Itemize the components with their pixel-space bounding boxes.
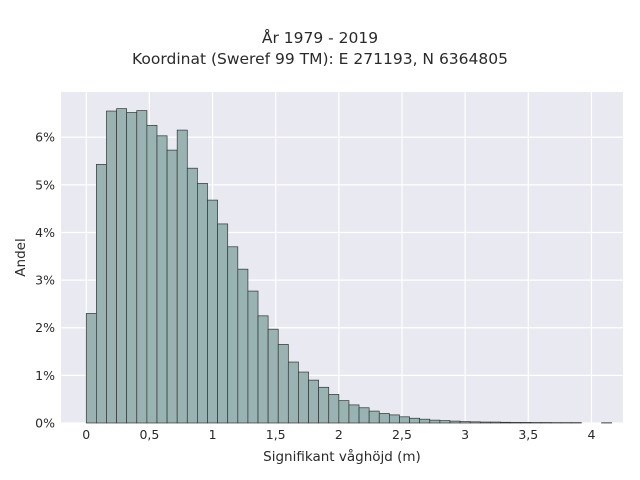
histogram-bar <box>298 371 309 424</box>
histogram-bar <box>257 315 269 424</box>
x-tick-label: 3 <box>461 427 469 442</box>
y-tick-label: 6% <box>35 130 55 145</box>
x-tick-label: 2 <box>335 427 343 442</box>
histogram-bar <box>186 167 198 424</box>
histogram-bar <box>237 268 249 424</box>
histogram-bar <box>520 422 532 424</box>
histogram-bar <box>166 149 178 424</box>
histogram-bar <box>399 416 410 424</box>
x-tick-label: 0 <box>82 427 90 442</box>
histogram-bar <box>348 404 360 424</box>
histogram-bar <box>217 223 229 424</box>
histogram-bar <box>419 418 431 424</box>
histogram-bar <box>96 164 107 424</box>
histogram-bar <box>126 112 138 424</box>
y-tick-label: 4% <box>35 225 55 240</box>
histogram-bar <box>106 110 117 424</box>
x-axis-label: Signifikant våghöjd (m) <box>263 448 421 465</box>
histogram-bar <box>328 394 340 424</box>
histogram-bar <box>318 386 330 424</box>
histogram-bar <box>176 129 188 424</box>
y-tick-label: 0% <box>35 416 55 431</box>
histogram-bar <box>146 124 158 424</box>
histogram-bar <box>459 421 471 424</box>
x-tick-label: 1 <box>209 427 217 442</box>
histogram-bar <box>197 183 208 424</box>
histogram-bar <box>308 379 319 424</box>
histogram-bar <box>277 344 289 424</box>
histogram-bar <box>338 400 350 424</box>
x-tick-label: 3,5 <box>518 427 538 442</box>
histogram-bar <box>85 313 97 424</box>
histogram-bar <box>378 413 390 424</box>
histogram-bar <box>156 135 168 424</box>
histogram-bar <box>267 328 279 424</box>
histogram-bar <box>247 290 259 424</box>
x-tick-labels: 0 0,5 1 1,5 2 2,5 3 3,5 4 <box>82 427 595 442</box>
histogram-bar <box>490 421 501 424</box>
x-tick-label: 2,5 <box>392 427 412 442</box>
histogram-bar <box>429 419 441 424</box>
histogram-bar <box>368 410 380 424</box>
y-axis-label: Andel <box>13 238 29 276</box>
y-tick-label: 5% <box>35 177 55 192</box>
histogram-bar <box>510 422 522 424</box>
x-tick-label: 4 <box>587 427 595 442</box>
y-tick-labels: 0% 1% 2% 3% 4% 5% 6% <box>35 130 55 431</box>
histogram-bar <box>439 420 451 424</box>
histogram-bar <box>469 421 481 424</box>
histogram-bar <box>449 420 461 424</box>
histogram-bar <box>207 199 218 424</box>
y-tick-label: 3% <box>35 273 55 288</box>
histogram-bar <box>136 110 148 424</box>
bars <box>85 108 612 424</box>
histogram-bar <box>358 407 370 424</box>
histogram-bar <box>389 414 400 424</box>
histogram-bar <box>287 361 299 424</box>
chart-title-line-1: År 1979 - 2019 <box>261 29 379 47</box>
y-tick-label: 1% <box>35 368 55 383</box>
histogram-bar <box>409 417 421 424</box>
x-tick-label: 0,5 <box>139 427 159 442</box>
histogram-bar <box>479 421 491 424</box>
histogram-bar <box>227 246 239 424</box>
y-tick-label: 2% <box>35 320 55 335</box>
x-tick-label: 1,5 <box>266 427 286 442</box>
chart-title-line-2: Koordinat (Sweref 99 TM): E 271193, N 63… <box>132 50 508 68</box>
histogram-bar <box>500 421 511 424</box>
histogram-bar <box>116 108 128 424</box>
